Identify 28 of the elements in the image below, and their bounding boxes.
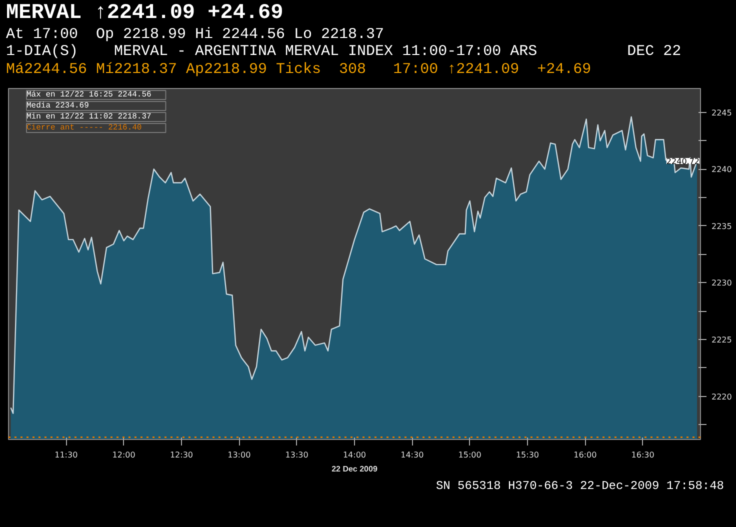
annotation: Min en 12/22 11:02 2218.37	[26, 112, 152, 122]
x-tick-label: 13:00	[228, 450, 251, 460]
y-tick-label: 2240	[712, 165, 732, 174]
y-tick-label: 2220	[712, 392, 732, 402]
annotation: 2240.72	[666, 156, 700, 166]
x-tick-label: 12:30	[170, 450, 194, 460]
y-tick-label: 2225	[712, 336, 732, 345]
x-tick-label: 15:30	[516, 450, 540, 460]
text: SN 565318 H370-66-3 22-Dec-2009 17:58:48	[0, 476, 736, 527]
ref-line-label: Cierre ant ----- 2216.40	[26, 124, 142, 132]
y-tick-label: 2230	[712, 278, 732, 288]
x-tick-label: 12:00	[112, 450, 136, 460]
text: 1-DIA(S) MERVAL - ARGENTINA MERVAL INDEX 11:00-17:00 ARS DEC 22	[6, 43, 682, 61]
x-tick-label: 15:00	[458, 450, 482, 460]
y-tick-label: 2245	[712, 108, 732, 118]
annotation: Media 2234.69	[26, 102, 90, 110]
x-tick-label: 14:00	[342, 450, 366, 460]
x-tick-label: 13:30	[285, 450, 308, 460]
y-tick-label: 2235	[712, 222, 732, 231]
x-axis-title: 22 Dec 2009	[332, 464, 378, 474]
chart-subtitle: At 17:00 Op 2218.99 Hi 2244.56 Lo 2218.37	[6, 26, 386, 44]
x-tick-label: 11:30	[54, 450, 78, 460]
x-tick-label: 16:30	[631, 450, 654, 460]
annotation: Máx en 12/22 16:25 2244.56	[26, 90, 152, 100]
x-tick-label: 14:30	[400, 450, 424, 460]
chart-title: MERVAL ↑2241.09 +24.69	[6, 2, 284, 26]
x-tick-label: 16:00	[574, 450, 597, 460]
text: Má2244.56 Mí2218.37 Ap2218.99 Ticks 308 17:00 ↑2241.09 +24.69	[6, 60, 592, 78]
